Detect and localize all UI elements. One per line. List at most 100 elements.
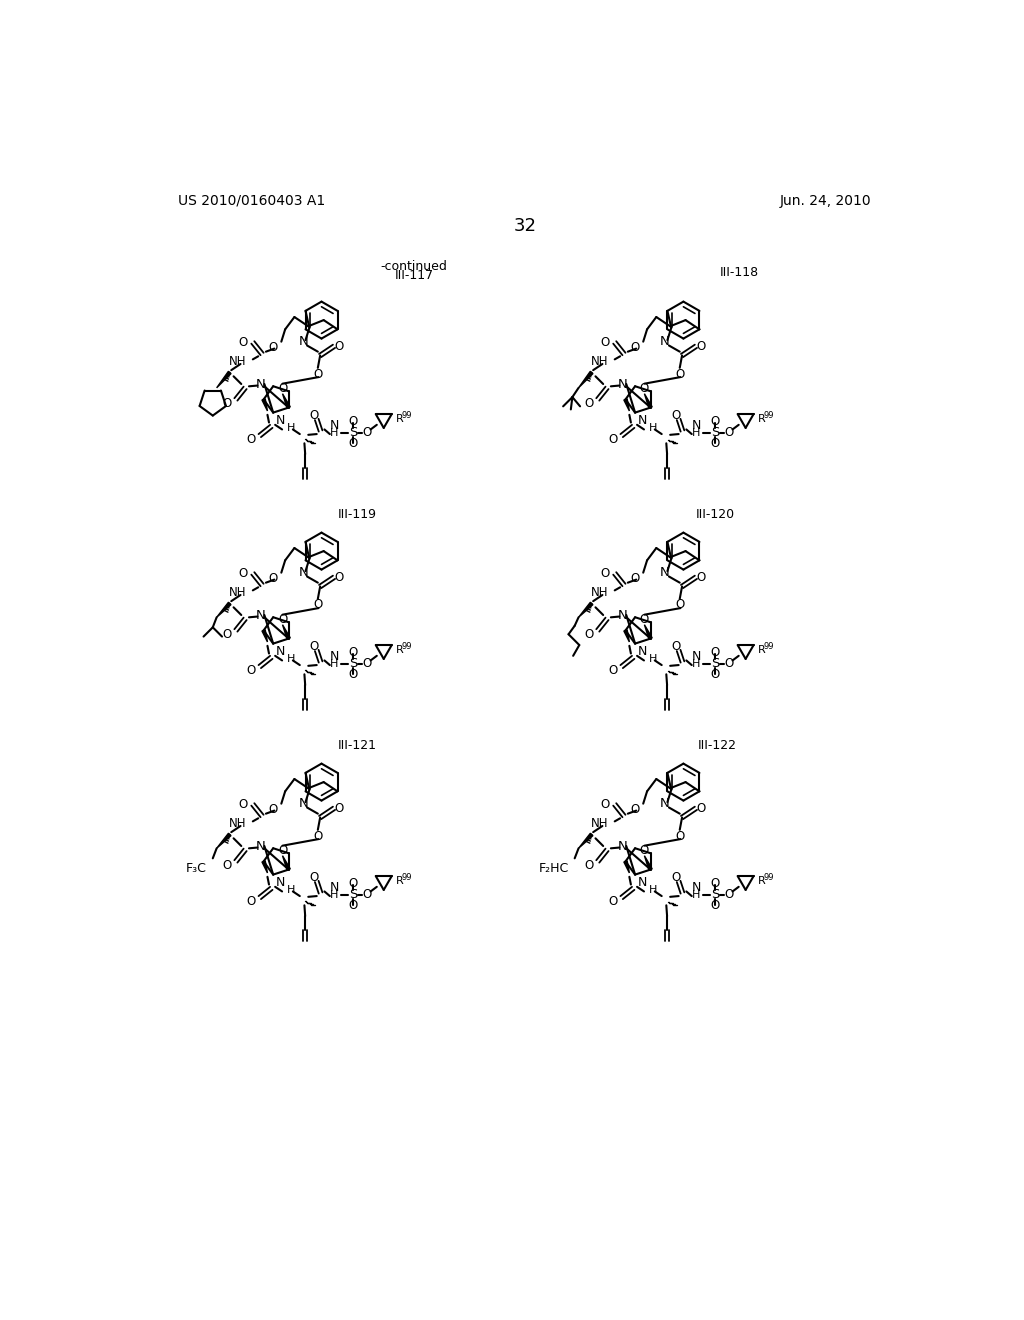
Text: O: O [630,341,639,354]
Text: O: O [711,878,720,890]
Text: O: O [310,871,319,884]
Text: O: O [313,829,323,842]
Text: H: H [692,659,700,669]
Text: O: O [584,397,593,409]
Text: O: O [608,664,617,677]
Text: O: O [222,397,231,409]
Text: 99: 99 [763,642,774,651]
Text: S: S [711,426,719,440]
Text: N: N [638,414,647,428]
Text: H: H [287,884,295,895]
Text: O: O [630,572,639,585]
Text: O: O [675,598,684,611]
Text: O: O [335,801,344,814]
Text: NH: NH [591,817,608,830]
Text: N: N [298,566,308,579]
Text: R: R [396,644,403,655]
Text: N: N [691,649,701,663]
Text: 99: 99 [401,642,412,651]
Polygon shape [217,602,231,618]
Text: O: O [724,657,733,671]
Text: O: O [672,871,681,884]
Text: O: O [640,843,649,857]
Polygon shape [217,371,231,388]
Polygon shape [579,371,593,388]
Text: S: S [711,888,719,902]
Text: N: N [638,876,647,890]
Text: H: H [692,428,700,438]
Text: III-122: III-122 [697,739,737,752]
Text: 99: 99 [763,873,774,882]
Text: O: O [672,409,681,422]
Text: -continued: -continued [381,260,447,273]
Text: S: S [349,888,357,902]
Text: O: O [247,895,256,908]
Text: NH: NH [229,586,247,599]
Text: N: N [275,876,286,890]
Text: O: O [247,664,256,677]
Text: O: O [675,367,684,380]
Text: N: N [330,880,339,894]
Text: O: O [348,899,357,912]
Text: R: R [758,413,766,424]
Text: 99: 99 [401,411,412,420]
Text: NH: NH [591,355,608,368]
Text: III-120: III-120 [696,508,735,520]
Text: N: N [275,645,286,659]
Text: H: H [648,422,657,433]
Text: N: N [691,418,701,432]
Polygon shape [262,630,267,642]
Text: O: O [348,878,357,890]
Text: O: O [711,668,720,681]
Text: O: O [724,426,733,440]
Text: N: N [330,649,339,663]
Text: H: H [331,890,339,900]
Text: H: H [648,653,657,664]
Text: O: O [600,797,609,810]
Polygon shape [262,861,267,873]
Text: O: O [335,570,344,583]
Text: O: O [640,612,649,626]
Text: O: O [362,426,372,440]
Text: O: O [247,433,256,446]
Text: H: H [648,884,657,895]
Polygon shape [644,855,652,870]
Polygon shape [644,624,652,639]
Text: R: R [758,644,766,655]
Text: O: O [672,640,681,653]
Text: O: O [600,566,609,579]
Text: O: O [239,797,248,810]
Text: III-117: III-117 [394,269,433,282]
Text: O: O [278,843,287,857]
Text: N: N [660,335,670,348]
Polygon shape [579,602,593,618]
Text: O: O [268,341,278,354]
Polygon shape [262,399,267,411]
Text: N: N [638,645,647,659]
Text: III-121: III-121 [338,739,377,752]
Text: Jun. 24, 2010: Jun. 24, 2010 [779,194,871,207]
Text: O: O [584,859,593,871]
Text: O: O [348,647,357,659]
Text: H: H [692,890,700,900]
Text: S: S [349,426,357,440]
Text: O: O [608,895,617,908]
Text: N: N [617,378,628,391]
Text: O: O [584,628,593,640]
Text: O: O [222,859,231,871]
Text: O: O [362,888,372,902]
Text: O: O [348,437,357,450]
Text: O: O [600,335,609,348]
Polygon shape [283,624,290,639]
Text: H: H [331,428,339,438]
Text: O: O [278,612,287,626]
Text: H: H [331,659,339,669]
Text: N: N [298,335,308,348]
Text: N: N [660,797,670,810]
Text: III-118: III-118 [719,265,759,279]
Text: III-119: III-119 [338,508,377,520]
Polygon shape [624,861,630,873]
Text: NH: NH [229,817,247,830]
Text: O: O [310,409,319,422]
Text: O: O [675,829,684,842]
